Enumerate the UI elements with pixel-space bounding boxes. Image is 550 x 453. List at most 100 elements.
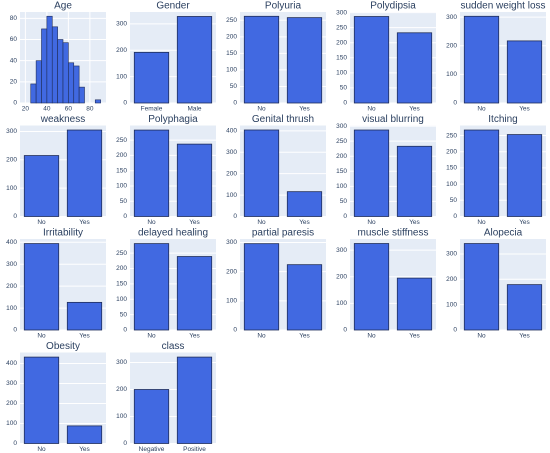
y-tick-label: 0 [123,100,127,107]
x-tick-label: No [257,106,266,113]
y-tick-label: 250 [226,17,237,24]
y-tick-label: 300 [6,261,17,268]
y-tick-label: 50 [340,198,348,205]
y-tick-label: 200 [336,274,347,281]
x-tick-label: Yes [299,219,310,226]
y-tick-label: 400 [226,128,237,135]
y-tick-label: 0 [123,213,127,220]
y-tick-label: 100 [116,183,127,190]
y-tick-label: 0 [13,327,17,334]
y-tick-label: 0 [343,213,347,220]
histogram-bar [94,99,101,104]
bar [176,16,213,104]
x-tick-label: No [37,446,46,453]
bar [353,129,390,217]
x-tick-label: Positive [183,446,206,453]
y-tick-label: 0 [453,327,457,334]
y-tick-label: 50 [120,311,128,318]
histogram-bar [41,28,48,104]
bar [23,243,60,331]
x-tick-label: No [367,333,376,340]
y-tick-label: 0 [13,440,17,447]
histogram-bar [78,86,85,104]
x-tick-label: Yes [79,333,90,340]
y-tick-label: 200 [446,42,457,49]
bar [176,256,213,331]
y-tick-label: 50 [340,85,348,92]
histogram-bar [73,65,80,104]
y-tick-label: 200 [446,148,457,155]
bar [463,15,500,104]
histogram-bar [46,15,53,104]
x-tick-label: 80 [86,106,94,113]
bar [66,301,103,331]
subplot-title: Polydipsia [370,1,416,12]
x-tick-label: No [147,219,156,226]
x-tick-label: No [147,333,156,340]
y-tick-label: 100 [336,70,347,77]
bar [506,284,543,331]
histogram-bar [62,42,69,104]
y-tick-label: 200 [446,276,457,283]
x-tick-label: Yes [409,106,420,113]
histogram-bar [30,83,37,104]
subplot-title: sudden weight loss [460,1,545,12]
histogram-bar [57,39,64,104]
subplot-title: Polyphagia [148,114,198,125]
y-tick-label: 300 [446,251,457,258]
x-tick-label: Yes [519,333,530,340]
y-tick-label: 100 [446,181,457,188]
y-tick-label: 400 [6,239,17,246]
x-tick-label: 60 [65,106,73,113]
x-tick-label: Male [187,106,201,113]
subplot-title: weakness [40,114,85,125]
subplot-title: muscle stiffness [358,228,429,239]
subplot-title: class [162,341,185,352]
x-tick-label: 20 [22,106,30,113]
y-tick-label: 300 [6,380,17,387]
y-tick-label: 100 [116,73,127,80]
y-tick-label: 150 [226,50,237,57]
y-tick-label: 250 [336,138,347,145]
subplot-title: Obesity [46,341,80,352]
y-tick-label: 100 [446,301,457,308]
y-tick-label: 150 [446,165,457,172]
y-tick-label: 100 [226,192,237,199]
subplot-title: Alopecia [484,228,523,239]
subplot-title: Polyuria [265,1,302,12]
x-tick-label: 40 [43,106,51,113]
y-tick-label: 0 [453,213,457,220]
x-tick-label: Yes [409,333,420,340]
x-tick-label: No [37,333,46,340]
subplot-title: Itching [488,114,517,125]
y-tick-label: 0 [453,100,457,107]
y-tick-label: 300 [226,239,237,246]
y-tick-label: 20 [10,79,18,86]
x-tick-label: Yes [519,219,530,226]
y-tick-label: 100 [226,298,237,305]
y-tick-label: 250 [116,250,127,257]
y-tick-label: 50 [120,198,128,205]
y-tick-label: 200 [116,386,127,393]
bar [286,191,323,217]
y-tick-label: 100 [116,413,127,420]
bar [463,243,500,331]
bar [66,425,103,444]
y-tick-label: 200 [226,34,237,41]
y-tick-label: 150 [116,281,127,288]
y-tick-label: 100 [226,67,237,74]
y-tick-label: 200 [116,265,127,272]
y-tick-label: 200 [226,268,237,275]
y-tick-label: 40 [10,57,18,64]
bar [396,32,433,104]
y-tick-label: 0 [123,327,127,334]
x-tick-label: No [257,333,266,340]
bar [66,129,103,217]
bar [176,143,213,217]
y-tick-label: 200 [336,153,347,160]
x-tick-label: No [37,219,46,226]
y-tick-label: 0 [233,100,237,107]
y-tick-label: 200 [336,39,347,46]
y-tick-label: 300 [336,247,347,254]
bar [353,16,390,104]
